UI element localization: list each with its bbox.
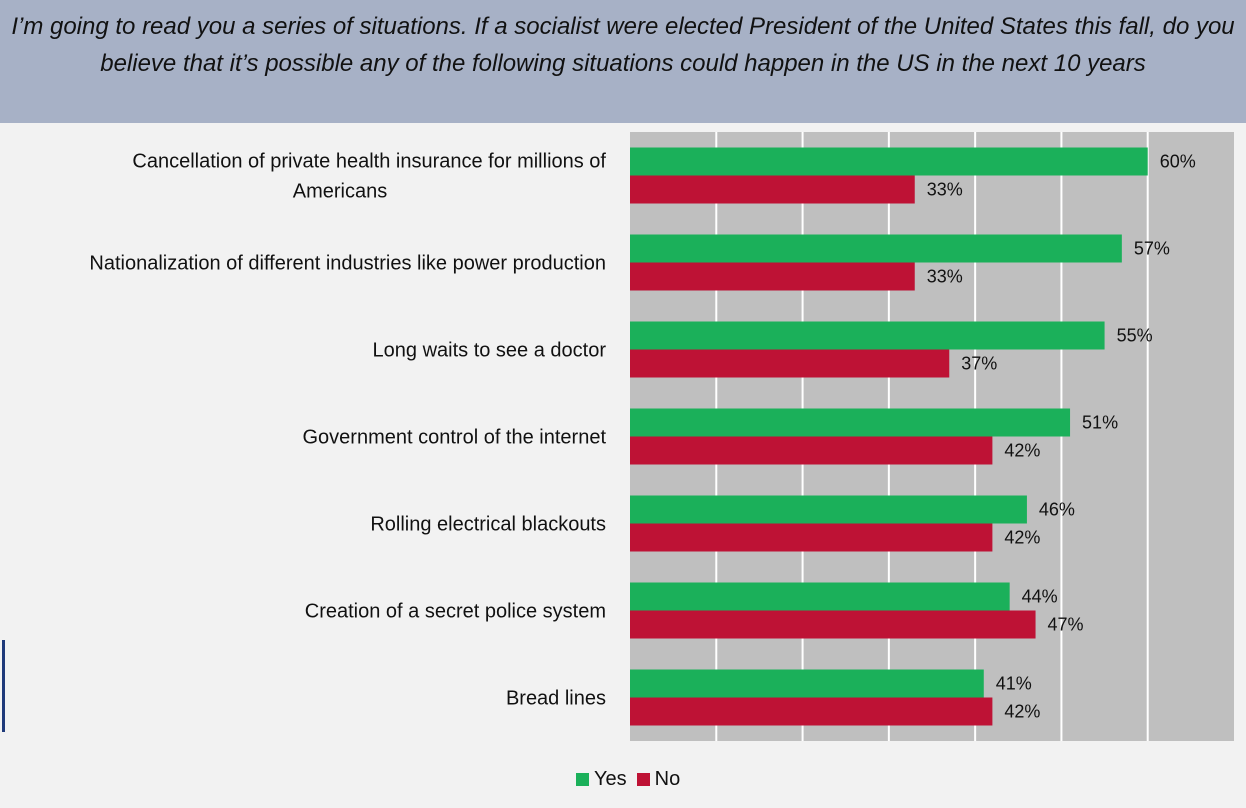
data-label: 46%	[1039, 500, 1075, 520]
data-label: 42%	[1004, 702, 1040, 722]
bar-yes	[630, 495, 1027, 524]
bar-no	[630, 349, 950, 378]
legend-label: No	[654, 768, 681, 790]
bar-no	[630, 262, 915, 291]
header: I’m going to read you a series of situat…	[0, 0, 1246, 123]
data-label: 51%	[1082, 413, 1118, 433]
bar-no	[630, 610, 1036, 639]
data-label: 37%	[961, 354, 997, 374]
accent-bar	[2, 640, 5, 732]
data-label: 33%	[927, 267, 963, 287]
data-label: 44%	[1022, 587, 1058, 607]
category-label: Long waits to see a doctor	[373, 340, 607, 362]
legend-item-no: No	[636, 768, 681, 791]
category-label: Americans	[293, 181, 387, 203]
bar-yes	[630, 669, 984, 698]
bar-yes	[630, 234, 1122, 263]
bar-yes	[630, 147, 1148, 176]
category-label: Nationalization of different industries …	[89, 253, 606, 275]
category-label: Bread lines	[506, 688, 606, 710]
bar-no	[630, 436, 993, 465]
data-label: 47%	[1048, 615, 1084, 635]
bar-no	[630, 175, 915, 204]
legend-item-yes: Yes	[576, 768, 627, 791]
bar-yes	[630, 582, 1010, 611]
data-label: 42%	[1004, 441, 1040, 461]
legend-swatch	[576, 773, 589, 786]
data-label: 33%	[927, 180, 963, 200]
category-label: Creation of a secret police system	[305, 601, 606, 623]
data-label: 42%	[1004, 528, 1040, 548]
category-label: Government control of the internet	[303, 427, 607, 449]
legend-label: Yes	[594, 768, 627, 790]
category-label: Cancellation of private health insurance…	[132, 151, 606, 173]
data-label: 60%	[1160, 152, 1196, 172]
bar-no	[630, 523, 993, 552]
bar-yes	[630, 321, 1105, 350]
bar-no	[630, 697, 993, 726]
category-label: Rolling electrical blackouts	[370, 514, 606, 536]
chart-title: I’m going to read you a series of situat…	[11, 13, 1235, 77]
bar-yes	[630, 408, 1071, 437]
data-label: 55%	[1117, 326, 1153, 346]
legend: Yes No	[576, 768, 690, 791]
data-label: 41%	[996, 674, 1032, 694]
legend-swatch	[636, 773, 650, 786]
data-label: 57%	[1134, 239, 1170, 259]
